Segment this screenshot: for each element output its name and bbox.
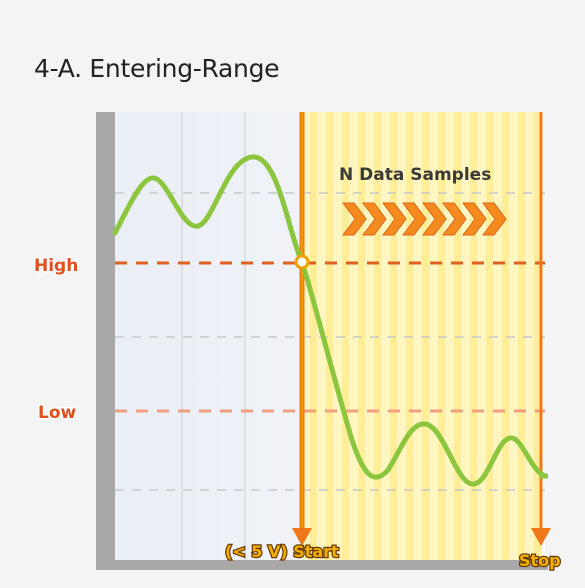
sample-stripe <box>358 112 365 560</box>
chevron-right-icon <box>402 202 427 236</box>
low-level-label: Low <box>38 403 77 423</box>
trigger-point <box>294 254 310 270</box>
chevron-right-icon <box>482 202 507 236</box>
chevron-right-icon <box>422 202 447 236</box>
sample-stripe <box>342 112 349 560</box>
samples-label: N Data Samples <box>339 165 491 185</box>
chevron-right-icon <box>342 202 507 236</box>
sample-stripe <box>502 112 509 560</box>
chevron-right-icon <box>462 202 487 236</box>
chevron-right-icon <box>362 202 387 236</box>
horizontal-grid <box>115 192 545 491</box>
signal-curve <box>112 154 548 487</box>
y-axis <box>96 112 115 570</box>
sample-stripe <box>374 112 381 560</box>
start-arrow-icon <box>292 528 312 546</box>
chevron-right-icon <box>342 202 367 236</box>
start-label: (< 5 V) Start <box>225 542 339 561</box>
chevron-right-icon <box>382 202 407 236</box>
x-axis <box>96 560 548 570</box>
sample-stripe <box>390 112 397 560</box>
sample-stripe <box>470 112 477 560</box>
sample-stripes <box>310 112 541 560</box>
stop-label: Stop <box>519 551 561 570</box>
sample-stripe <box>454 112 461 560</box>
sample-stripe <box>534 112 541 560</box>
sample-stripe <box>406 112 413 560</box>
sample-stripe <box>518 112 525 560</box>
stop-arrow-icon <box>531 528 551 546</box>
diagram-title: 4-A. Entering-Range <box>34 54 280 83</box>
sample-stripe <box>310 112 317 560</box>
sample-stripe <box>438 112 445 560</box>
chevron-right-icon <box>442 202 467 236</box>
vertical-grid <box>181 112 246 567</box>
sample-stripe <box>326 112 333 560</box>
sample-stripe <box>422 112 429 560</box>
sample-stripe <box>486 112 493 560</box>
high-level-label: High <box>34 256 78 276</box>
